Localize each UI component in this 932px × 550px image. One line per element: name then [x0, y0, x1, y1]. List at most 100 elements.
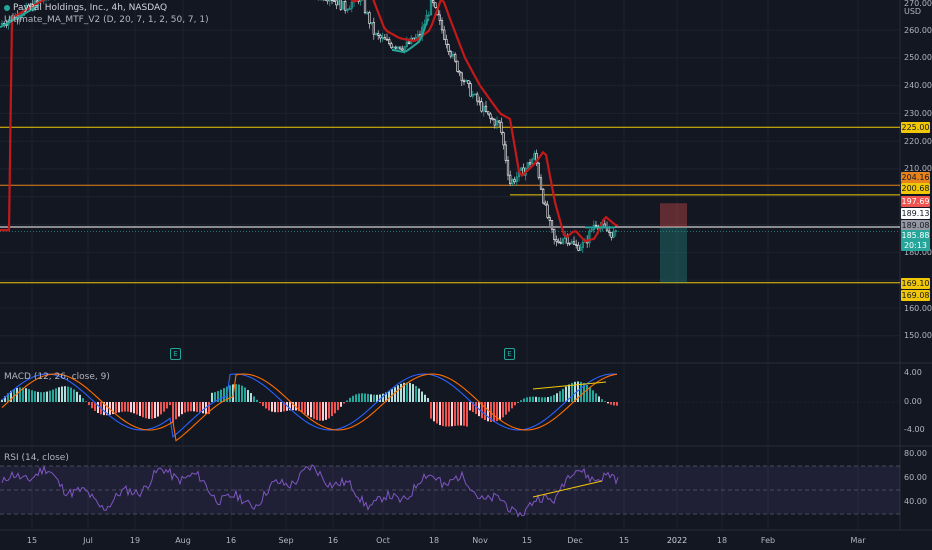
macd-tick: 4.00 [904, 368, 922, 377]
candle [515, 176, 518, 183]
macd-histogram-bar [523, 398, 525, 402]
macd-histogram-bar [517, 402, 519, 403]
macd-histogram-bar [130, 402, 132, 413]
time-label: Aug [175, 536, 191, 545]
macd-label[interactable]: MACD (12, 26, close, 9) [4, 372, 110, 382]
macd-histogram-bar [19, 387, 21, 402]
price-tick: 260.00 [904, 26, 932, 35]
macd-histogram-bar [442, 402, 444, 427]
macd-histogram-bar [343, 402, 345, 404]
macd-histogram-bar [64, 386, 66, 402]
rsi-line [1, 464, 619, 518]
macd-histogram-bar [163, 402, 165, 412]
macd-histogram-bar [55, 388, 57, 402]
candle [416, 34, 419, 38]
macd-histogram-bar [445, 402, 447, 427]
macd-histogram-bar [613, 402, 615, 406]
macd-histogram-bar [61, 386, 63, 402]
macd-histogram-bar [331, 402, 333, 417]
macd-histogram-bar [127, 402, 129, 412]
candle [434, 2, 437, 8]
macd-histogram-bar [373, 394, 375, 402]
candle [370, 22, 373, 24]
macd-histogram-bar [292, 402, 294, 411]
macd-histogram-bar [46, 391, 48, 402]
macd-line [1, 373, 618, 438]
macd-histogram-bar [412, 384, 414, 402]
currency-label[interactable]: USD [904, 7, 922, 16]
macd-histogram-bar [136, 402, 138, 415]
candle [445, 38, 448, 45]
macd-histogram-bar [214, 392, 216, 402]
macd-histogram-bar [10, 390, 12, 402]
candle [469, 83, 472, 97]
candle [498, 120, 501, 123]
macd-histogram-bar [556, 393, 558, 402]
candle [487, 111, 490, 115]
candle [572, 241, 576, 245]
price-tag-169a: 169.10 [901, 278, 930, 289]
candle [509, 174, 512, 184]
time-label: 18 [428, 536, 440, 545]
candle [502, 132, 505, 146]
macd-histogram-bar [367, 393, 369, 402]
macd-histogram-bar [457, 402, 459, 426]
status-dot-icon [4, 4, 10, 11]
macd-histogram-bar [169, 402, 171, 406]
candle [326, 0, 329, 2]
indicator-label[interactable]: Ultimate_MA_MTF_V2 (D, 20, 7, 1, 2, 50, … [4, 15, 209, 25]
time-label: 15 [521, 536, 533, 545]
candle [489, 113, 492, 119]
macd-histogram-bar [394, 387, 396, 402]
macd-histogram-bar [316, 402, 318, 421]
macd-histogram-bar [76, 391, 78, 402]
macd-histogram-bar [28, 389, 30, 402]
candle [368, 12, 371, 24]
candle [337, 0, 340, 6]
macd-histogram-bar [16, 387, 18, 402]
moving-average-line [0, 0, 619, 243]
time-label: 19 [129, 536, 141, 545]
macd-histogram-bar [301, 402, 303, 413]
candle [533, 153, 536, 160]
candle [506, 160, 510, 176]
macd-histogram-bar [181, 402, 183, 415]
macd-histogram-bar [4, 396, 6, 402]
earnings-icon[interactable]: E [504, 348, 515, 360]
macd-histogram-bar [73, 389, 75, 402]
candle [366, 12, 369, 14]
macd-histogram-bar [154, 402, 156, 419]
symbol-title[interactable]: PayPal Holdings, Inc., 4h, NASDAQ [4, 3, 167, 14]
price-tick: 150.00 [904, 331, 932, 340]
candle [471, 93, 474, 97]
ma-green-segment [391, 18, 429, 54]
macd-histogram-bar [451, 402, 453, 427]
macd-histogram-bar [562, 388, 564, 402]
candle [454, 53, 457, 62]
candle [383, 37, 386, 40]
earnings-icon[interactable]: E [170, 348, 181, 360]
macd-histogram-bar [253, 396, 255, 402]
macd-histogram-bar [106, 402, 108, 416]
macd-histogram-bar [601, 399, 603, 402]
macd-histogram-bar [454, 402, 456, 426]
macd-histogram-bar [40, 392, 42, 402]
rsi-label[interactable]: RSI (14, close) [4, 453, 69, 463]
candle [339, 0, 342, 10]
macd-histogram-bar [328, 402, 330, 419]
macd-histogram-bar [424, 394, 426, 402]
macd-histogram-bar [487, 402, 489, 422]
macd-histogram-bar [298, 402, 300, 412]
macd-histogram-bar [580, 381, 582, 402]
macd-histogram-bar [568, 384, 570, 402]
macd-histogram-bar [37, 391, 39, 402]
macd-histogram-bar [586, 385, 588, 402]
macd-histogram-bar [616, 402, 618, 406]
candle [588, 230, 591, 244]
macd-histogram-bar [145, 402, 147, 419]
macd-histogram-bar [358, 393, 360, 402]
macd-histogram-bar [535, 396, 537, 402]
candle [458, 71, 461, 74]
macd-histogram-bar [397, 385, 399, 402]
